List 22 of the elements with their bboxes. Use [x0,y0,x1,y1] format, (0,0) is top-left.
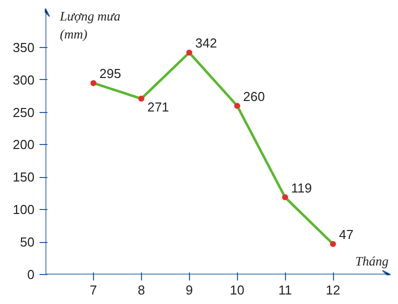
data-label: 47 [339,227,354,242]
y-tick-label: 100 [12,202,35,218]
y-tick-label: 0 [27,267,35,282]
x-axis-title: Tháng [355,254,389,268]
data-label: 260 [243,88,265,104]
x-tick-label: 7 [90,282,98,298]
y-tick-label: 250 [12,104,35,120]
y-axis-title: Lượng mưa (mm) [58,8,121,42]
y-tick-label: 50 [20,234,35,250]
data-label: 295 [99,66,122,82]
data-label: 271 [147,100,170,115]
data-label: 342 [195,36,217,51]
y-tick-label: 200 [12,137,35,152]
x-tick-label: 9 [186,282,193,298]
x-tick-label: 10 [230,282,244,298]
y-tick-label: 350 [12,40,35,55]
x-tick-label: 8 [138,282,145,298]
x-tick-label: 12 [326,282,340,298]
y-tick-label: 300 [12,72,35,88]
y-tick-label: 150 [12,170,35,185]
data-label: 119 [291,180,312,196]
x-tick-label: 11 [278,282,292,298]
